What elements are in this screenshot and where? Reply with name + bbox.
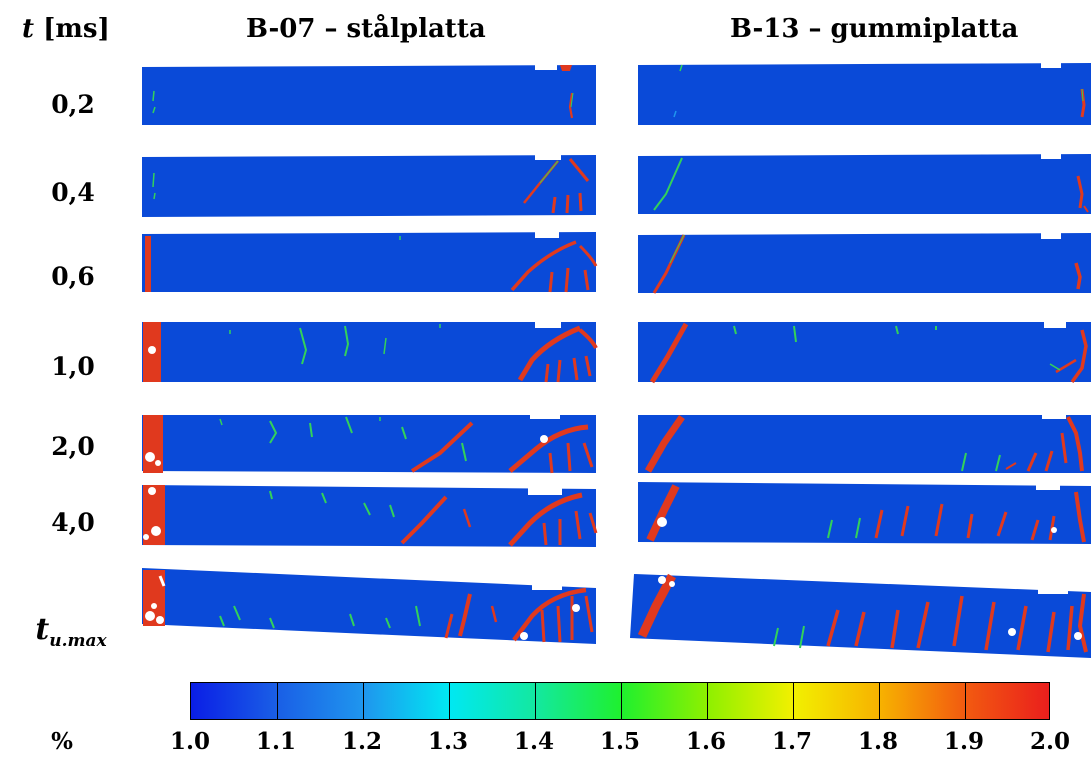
beam-b07-t1-0 bbox=[142, 320, 598, 383]
beam-b13-t4-0 bbox=[638, 482, 1091, 544]
row-label-0-4: 0,4 bbox=[51, 178, 95, 207]
colorbar-tick-label: 1.5 bbox=[599, 728, 641, 755]
beam-b07-t2-0 bbox=[142, 413, 596, 474]
colorbar bbox=[190, 682, 1050, 720]
column-title-rubber-plate: B-13 – gummiplatta bbox=[730, 14, 1019, 44]
beam-b13-t0-6 bbox=[638, 233, 1091, 294]
beam-b13-t0-2 bbox=[638, 61, 1091, 125]
beam-b07-t0-6 bbox=[142, 232, 598, 293]
column-title-steel-plate: B-07 – stålplatta bbox=[246, 14, 486, 44]
colorbar-segment bbox=[191, 683, 277, 719]
beam-b07-t0-4 bbox=[142, 153, 596, 217]
colorbar-segment bbox=[793, 683, 879, 719]
colorbar-tick-label: 1.0 bbox=[169, 728, 211, 755]
beam-b07-t0-2 bbox=[142, 63, 596, 125]
beam-b13-t0-4 bbox=[638, 152, 1091, 214]
colorbar-tick-label: 1.1 bbox=[255, 728, 297, 755]
colorbar-segment bbox=[535, 683, 621, 719]
colorbar-segment bbox=[621, 683, 707, 719]
colorbar-tick-label: 1.8 bbox=[857, 728, 899, 755]
colorbar-segment bbox=[277, 683, 363, 719]
beam-b13-t1-0 bbox=[638, 320, 1091, 384]
beam-b13-t2-0 bbox=[638, 413, 1091, 473]
colorbar-tick-label: 1.3 bbox=[427, 728, 469, 755]
row-label-4-0: 4,0 bbox=[51, 508, 95, 537]
time-column-header: t [ms] bbox=[22, 14, 110, 44]
colorbar-tick-label: 2.0 bbox=[1029, 728, 1071, 755]
colorbar-segment bbox=[965, 683, 1049, 719]
colorbar-tick-label: 1.6 bbox=[685, 728, 727, 755]
colorbar-segment bbox=[363, 683, 449, 719]
colorbar-segment bbox=[707, 683, 793, 719]
colorbar-tick-label: 1.2 bbox=[341, 728, 383, 755]
colorbar-tick-label: 1.4 bbox=[513, 728, 555, 755]
colorbar-segment bbox=[449, 683, 535, 719]
row-label-0-2: 0,2 bbox=[51, 90, 95, 119]
colorbar-segment bbox=[879, 683, 965, 719]
colorbar-tick-label: 1.9 bbox=[943, 728, 985, 755]
row-label-2-0: 2,0 bbox=[51, 432, 95, 461]
beam-b07-t-umax bbox=[142, 568, 596, 644]
row-label-1-0: 1,0 bbox=[51, 352, 95, 381]
colorbar-tick-label: 1.7 bbox=[771, 728, 813, 755]
beam-b07-t4-0 bbox=[142, 485, 598, 547]
beam-b13-t-umax bbox=[630, 573, 1091, 658]
colorbar-unit: % bbox=[51, 728, 73, 755]
row-label-0-6: 0,6 bbox=[51, 262, 95, 291]
row-label-t-umax: tu.max bbox=[35, 612, 107, 651]
